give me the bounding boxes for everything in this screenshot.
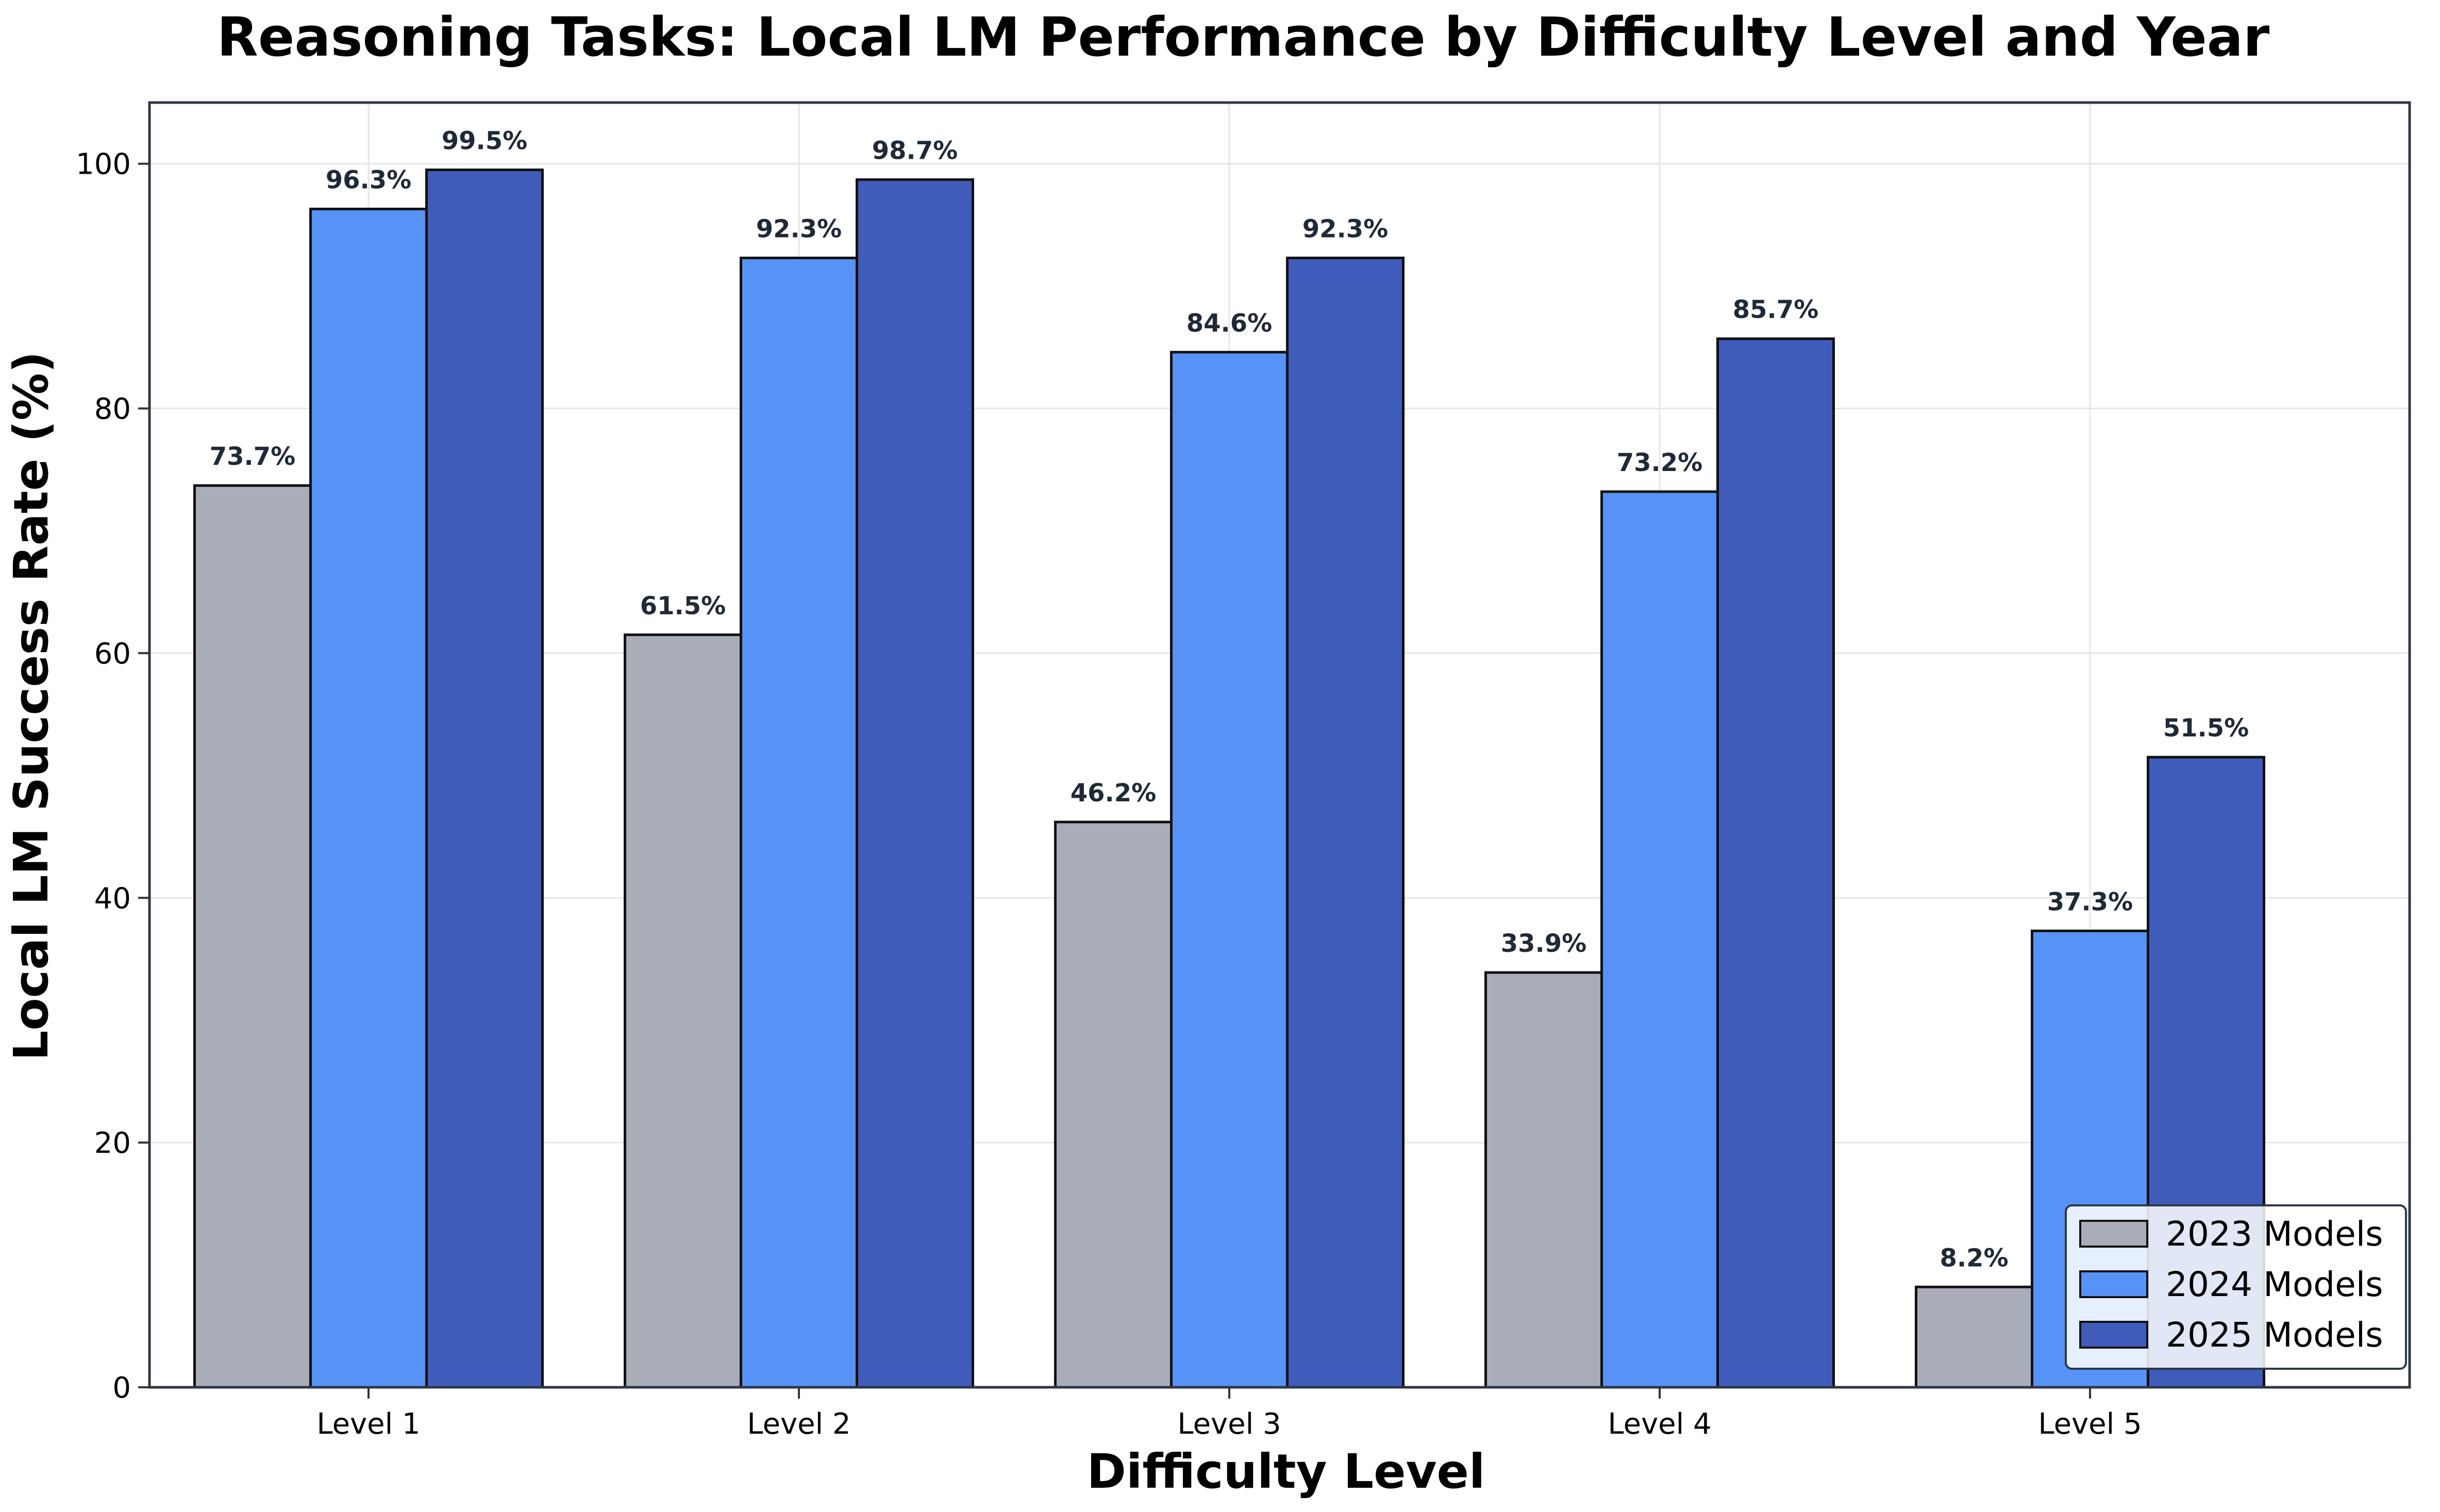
bar-value-labels: 73.7% 96.3% 99.5% 61.5% 92.3% 98.7% 46.2% 84.6%… [210,127,2249,1273]
y-tick-label: 80 [94,393,131,426]
legend-swatch [2079,1220,2148,1248]
x-tick-label: Level 5 [2038,1407,2142,1441]
bar-2023-models-level-2 [624,633,742,1389]
bar-value-label: 46.2% [1071,779,1157,808]
x-tick-label: Level 3 [1177,1407,1281,1441]
x-tick-label: Level 2 [747,1407,850,1441]
bar-2025-models-level-3 [1286,257,1405,1389]
legend-entry-label: 2023 Models [2166,1214,2383,1254]
bar-value-label: 85.7% [1733,295,1819,324]
bar-2024-models-level-1 [309,208,428,1389]
x-tick-label: Level 4 [1608,1407,1711,1441]
x-tick-label: Level 1 [316,1407,420,1441]
bar-value-label: 98.7% [872,137,958,165]
bars [193,169,2265,1389]
bar-value-label: 8.2% [1940,1244,2008,1272]
y-axis-ticks: 0 20 40 60 80 100 [76,148,149,1405]
bar-2025-models-level-2 [856,178,974,1389]
y-tick-label: 0 [112,1371,131,1405]
legend-frame [2065,1204,2407,1370]
bar-2024-models-level-3 [1170,350,1289,1389]
bar-value-label: 37.3% [2047,887,2133,916]
bar-2024-models-level-4 [1600,490,1719,1389]
chart-title: Reasoning Tasks: Local LM Performance by… [217,6,2269,69]
y-tick-label: 20 [94,1127,131,1160]
bar-2023-models-level-1 [193,484,312,1389]
y-tick-label: 60 [94,637,131,670]
bar-value-label: 92.3% [1302,215,1389,244]
bar-value-label: 73.2% [1617,448,1703,477]
bar-value-label: 51.5% [2163,714,2249,743]
bar-value-label: 96.3% [326,166,412,195]
bar-value-label: 99.5% [442,127,528,156]
bar-2023-models-level-5 [1915,1285,2033,1389]
bar-2024-models-level-2 [740,257,858,1389]
bar-2023-models-level-3 [1054,820,1173,1389]
bar-2025-models-level-1 [425,169,544,1389]
bar-value-label: 33.9% [1501,929,1587,958]
bar-value-label: 61.5% [640,592,726,620]
y-axis-label: Local LM Success Rate (%) [4,351,59,1061]
bar-2023-models-level-4 [1484,971,1603,1389]
plot-area-frame [148,101,2411,1389]
bar-value-label: 84.6% [1186,309,1273,338]
legend-entry-label: 2024 Models [2166,1265,2383,1304]
y-tick-label: 40 [94,882,131,915]
legend-swatch [2079,1321,2148,1349]
legend-entry-label: 2025 Models [2166,1315,2383,1355]
bar-2025-models-level-4 [1716,337,1835,1389]
legend: 2023 Models 2024 Models 2025 Models [2065,1204,2407,1370]
x-axis-label: Difficulty Level [1087,1444,1485,1499]
x-axis-ticks: Level 1 Level 2 Level 3 Level 4 Level 5 [316,1387,2142,1441]
bar-value-label: 73.7% [210,442,296,471]
bar-value-label: 92.3% [756,215,842,244]
legend-swatch [2079,1270,2148,1298]
y-tick-label: 100 [76,148,131,181]
